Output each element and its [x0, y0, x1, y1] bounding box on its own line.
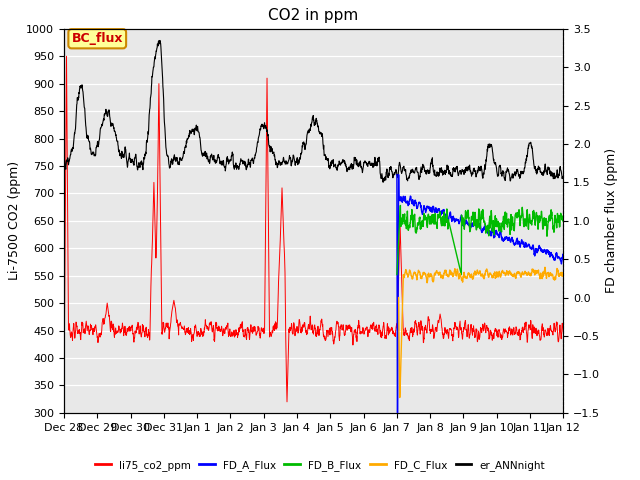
Title: CO2 in ppm: CO2 in ppm [268, 9, 359, 24]
Y-axis label: FD chamber flux (ppm): FD chamber flux (ppm) [605, 148, 618, 293]
Legend: li75_co2_ppm, FD_A_Flux, FD_B_Flux, FD_C_Flux, er_ANNnight: li75_co2_ppm, FD_A_Flux, FD_B_Flux, FD_C… [91, 456, 549, 475]
Text: BC_flux: BC_flux [72, 32, 123, 45]
Y-axis label: Li-7500 CO2 (ppm): Li-7500 CO2 (ppm) [8, 161, 20, 280]
